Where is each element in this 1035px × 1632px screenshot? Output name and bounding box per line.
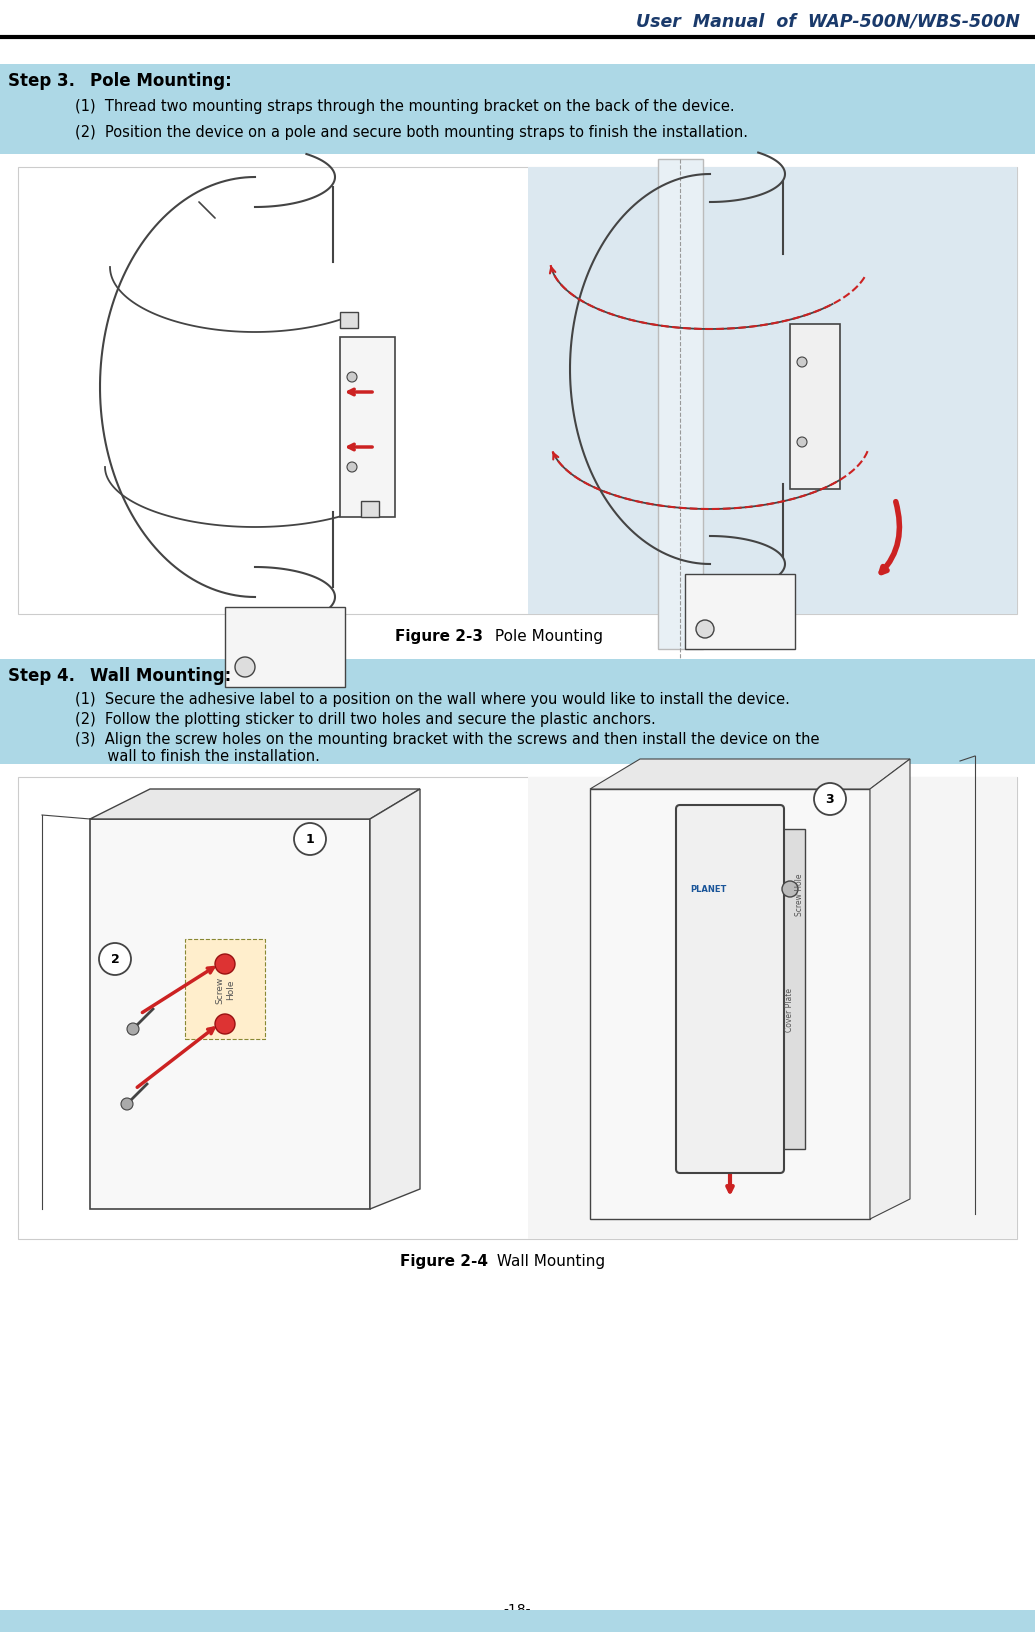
- Text: Pole Mounting: Pole Mounting: [490, 628, 603, 645]
- Text: -18-: -18-: [503, 1603, 531, 1616]
- FancyBboxPatch shape: [341, 338, 395, 517]
- Circle shape: [814, 783, 846, 816]
- Circle shape: [797, 357, 807, 367]
- Text: Wall Mounting:: Wall Mounting:: [90, 666, 231, 684]
- Polygon shape: [90, 790, 420, 819]
- Text: Wall Mounting: Wall Mounting: [492, 1253, 605, 1268]
- FancyBboxPatch shape: [790, 325, 840, 490]
- Text: (2)  Follow the plotting sticker to drill two holes and secure the plastic ancho: (2) Follow the plotting sticker to drill…: [75, 712, 656, 726]
- Text: (2)  Position the device on a pole and secure both mounting straps to finish the: (2) Position the device on a pole and se…: [75, 126, 748, 140]
- Text: (3)  Align the screw holes on the mounting bracket with the screws and then inst: (3) Align the screw holes on the mountin…: [75, 733, 820, 747]
- Text: 2: 2: [111, 953, 119, 966]
- Text: Figure 2-4: Figure 2-4: [400, 1253, 487, 1268]
- Polygon shape: [590, 759, 910, 790]
- Polygon shape: [90, 819, 369, 1209]
- Polygon shape: [870, 759, 910, 1219]
- Circle shape: [215, 1015, 235, 1035]
- Circle shape: [121, 1098, 134, 1110]
- FancyBboxPatch shape: [225, 607, 345, 687]
- Circle shape: [696, 620, 714, 638]
- Text: User  Manual  of  WAP-500N/WBS-500N: User Manual of WAP-500N/WBS-500N: [637, 13, 1021, 31]
- FancyBboxPatch shape: [685, 574, 795, 650]
- Text: Step 3.: Step 3.: [8, 72, 75, 90]
- Circle shape: [797, 437, 807, 447]
- FancyBboxPatch shape: [185, 940, 265, 1040]
- Text: (1)  Thread two mounting straps through the mounting bracket on the back of the : (1) Thread two mounting straps through t…: [75, 100, 735, 114]
- Circle shape: [294, 824, 326, 855]
- Text: Pole Mounting:: Pole Mounting:: [90, 72, 232, 90]
- Circle shape: [782, 881, 798, 898]
- FancyBboxPatch shape: [18, 777, 1017, 1239]
- Polygon shape: [590, 790, 870, 1219]
- Text: Screw Hole: Screw Hole: [795, 873, 804, 916]
- Circle shape: [215, 955, 235, 974]
- FancyBboxPatch shape: [18, 168, 1017, 615]
- Circle shape: [99, 943, 131, 976]
- FancyBboxPatch shape: [775, 829, 805, 1149]
- FancyBboxPatch shape: [0, 659, 1035, 764]
- FancyBboxPatch shape: [528, 777, 1017, 1239]
- Text: Screw
Hole: Screw Hole: [215, 976, 235, 1004]
- FancyBboxPatch shape: [341, 313, 358, 328]
- Text: PLANET: PLANET: [690, 885, 727, 894]
- Circle shape: [347, 463, 357, 473]
- Circle shape: [235, 658, 255, 677]
- Text: Step 4.: Step 4.: [8, 666, 75, 684]
- FancyBboxPatch shape: [361, 501, 379, 517]
- FancyBboxPatch shape: [0, 65, 1035, 155]
- Polygon shape: [369, 790, 420, 1209]
- Text: Cover Plate: Cover Plate: [786, 987, 795, 1031]
- Text: 3: 3: [826, 793, 834, 806]
- Text: 1: 1: [305, 832, 315, 845]
- Text: (1)  Secure the adhesive label to a position on the wall where you would like to: (1) Secure the adhesive label to a posit…: [75, 692, 790, 707]
- FancyBboxPatch shape: [0, 1611, 1035, 1632]
- FancyBboxPatch shape: [658, 160, 703, 650]
- Text: Figure 2-3: Figure 2-3: [395, 628, 483, 645]
- Circle shape: [347, 372, 357, 384]
- FancyBboxPatch shape: [528, 168, 1017, 615]
- Text: wall to finish the installation.: wall to finish the installation.: [75, 749, 320, 764]
- FancyBboxPatch shape: [676, 806, 783, 1173]
- Circle shape: [127, 1023, 139, 1035]
